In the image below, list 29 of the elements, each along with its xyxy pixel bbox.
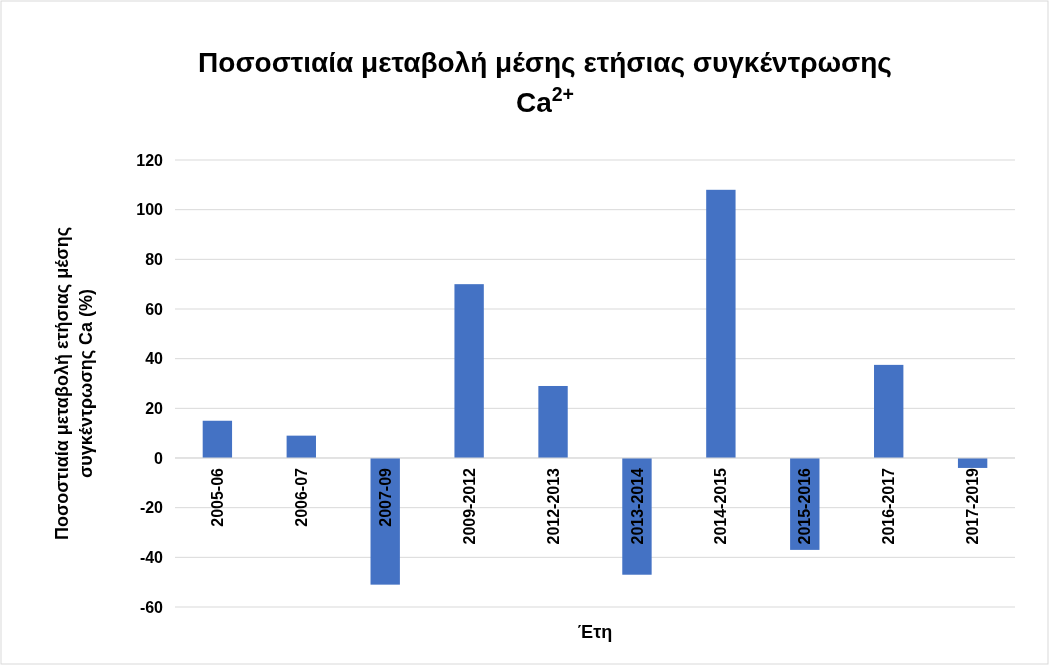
x-tick-label: 2006-07 xyxy=(292,467,310,527)
bar xyxy=(454,284,484,458)
y-tick-label: 60 xyxy=(145,300,164,318)
x-tick-label: 2015-2016 xyxy=(796,467,814,545)
x-tick-label: 2007-09 xyxy=(376,467,394,527)
x-tick-label: 2014-2015 xyxy=(712,467,730,545)
bar xyxy=(874,364,904,458)
y-axis-title: Ποσοστιαία μεταβολή ετήσιας μέσης συγκέντρωσης Ca (%) xyxy=(52,226,96,541)
chart-title: Ποσοστιαία μεταβολή μέσης ετήσιας συγκέντρωσης Ca$^{2+}$ xyxy=(198,47,892,118)
x-tick-label: 2009-2012 xyxy=(460,467,478,545)
bar xyxy=(706,189,736,458)
y-tick-label: 100 xyxy=(136,201,164,219)
x-tick-label: 2005-06 xyxy=(208,467,226,527)
x-tick-label: 2016-2017 xyxy=(880,467,898,545)
y-tick-label: -40 xyxy=(139,548,164,566)
y-tick-label: 20 xyxy=(145,399,164,417)
y-tick-label: -60 xyxy=(139,598,164,616)
bar xyxy=(286,435,316,458)
bar xyxy=(202,420,233,458)
y-tick-label: 0 xyxy=(154,449,164,467)
y-tick-label: 80 xyxy=(145,250,164,268)
bar xyxy=(538,385,568,458)
y-tick-label: 40 xyxy=(145,350,164,368)
y-tick-label: 120 xyxy=(136,151,164,169)
x-tick-label: 2017-2019 xyxy=(964,467,982,545)
x-axis-title: Έτη xyxy=(577,622,613,642)
x-tick-label: 2013-2014 xyxy=(628,467,646,545)
y-tick-label: -20 xyxy=(139,499,164,517)
x-tick-label: 2012-2013 xyxy=(544,467,562,545)
